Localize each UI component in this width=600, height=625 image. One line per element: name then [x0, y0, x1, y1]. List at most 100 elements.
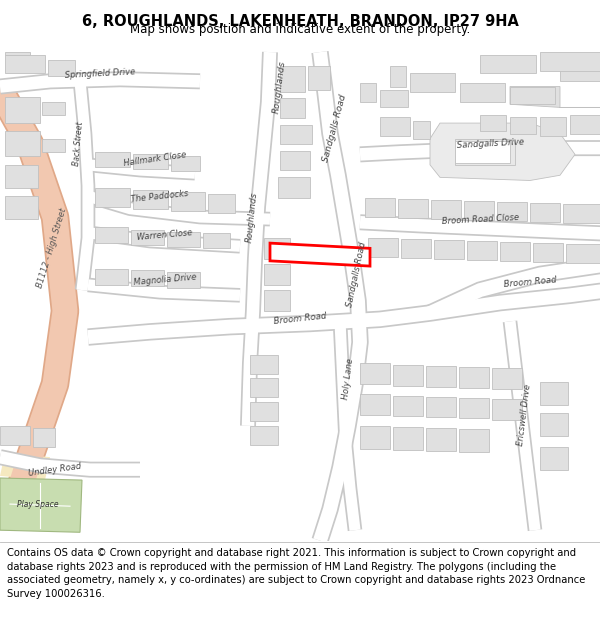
Polygon shape: [459, 429, 489, 452]
Polygon shape: [492, 399, 522, 419]
Polygon shape: [393, 365, 423, 386]
Text: Ericswell Drive: Ericswell Drive: [516, 384, 532, 447]
Polygon shape: [308, 66, 330, 89]
Polygon shape: [455, 141, 510, 162]
Text: Roughlands: Roughlands: [272, 59, 288, 114]
Polygon shape: [510, 117, 536, 134]
Polygon shape: [413, 121, 430, 139]
Polygon shape: [566, 244, 600, 263]
Polygon shape: [540, 117, 566, 136]
Polygon shape: [42, 139, 65, 152]
Polygon shape: [393, 427, 423, 450]
Polygon shape: [280, 66, 305, 92]
Text: Broom Road: Broom Road: [273, 311, 327, 326]
Polygon shape: [510, 86, 600, 108]
Polygon shape: [95, 152, 130, 167]
Polygon shape: [430, 123, 575, 181]
Polygon shape: [360, 363, 390, 384]
Polygon shape: [264, 264, 290, 285]
Polygon shape: [133, 154, 168, 169]
Text: B1112 - High Street: B1112 - High Street: [35, 208, 68, 289]
Text: Springfield Drive: Springfield Drive: [65, 68, 136, 81]
Polygon shape: [410, 73, 455, 92]
Polygon shape: [434, 240, 464, 259]
Polygon shape: [5, 131, 40, 156]
Polygon shape: [398, 199, 428, 218]
Text: Undley Road: Undley Road: [28, 461, 82, 478]
Polygon shape: [278, 177, 310, 198]
Polygon shape: [460, 83, 505, 102]
Polygon shape: [5, 55, 45, 73]
Polygon shape: [133, 190, 168, 209]
Polygon shape: [131, 270, 164, 286]
Polygon shape: [5, 97, 40, 123]
Polygon shape: [360, 394, 390, 416]
Polygon shape: [208, 194, 235, 213]
Text: Sandgalls Drive: Sandgalls Drive: [456, 138, 524, 150]
Polygon shape: [131, 229, 164, 245]
Polygon shape: [431, 201, 461, 219]
Polygon shape: [250, 426, 278, 444]
Polygon shape: [365, 198, 395, 217]
Polygon shape: [167, 272, 200, 288]
Text: The Paddocks: The Paddocks: [131, 189, 190, 204]
Polygon shape: [95, 188, 130, 207]
Polygon shape: [95, 228, 128, 243]
Text: Contains OS data © Crown copyright and database right 2021. This information is : Contains OS data © Crown copyright and d…: [7, 548, 586, 599]
Polygon shape: [33, 428, 55, 447]
Polygon shape: [467, 241, 497, 260]
Text: Sandgalls Road: Sandgalls Road: [322, 94, 349, 163]
Polygon shape: [455, 139, 515, 165]
Text: Warren Close: Warren Close: [137, 228, 193, 242]
Polygon shape: [540, 52, 600, 71]
Polygon shape: [540, 413, 568, 436]
Polygon shape: [250, 378, 278, 397]
Polygon shape: [459, 368, 489, 388]
Text: Magnolia Drive: Magnolia Drive: [133, 272, 197, 287]
Polygon shape: [280, 98, 305, 118]
Polygon shape: [264, 290, 290, 311]
Polygon shape: [368, 238, 398, 257]
Text: Play Space: Play Space: [17, 499, 59, 509]
Polygon shape: [0, 426, 30, 444]
Text: Roughlands: Roughlands: [245, 191, 259, 242]
Polygon shape: [480, 55, 536, 73]
Polygon shape: [270, 243, 370, 266]
Text: 6, ROUGHLANDS, LAKENHEATH, BRANDON, IP27 9HA: 6, ROUGHLANDS, LAKENHEATH, BRANDON, IP27…: [82, 14, 518, 29]
Text: Broom Road: Broom Road: [503, 275, 557, 289]
Polygon shape: [510, 86, 555, 104]
Polygon shape: [171, 192, 205, 211]
Polygon shape: [533, 243, 563, 262]
Text: Broom Road Close: Broom Road Close: [441, 213, 519, 226]
Polygon shape: [250, 402, 278, 421]
Text: Hallmark Close: Hallmark Close: [123, 151, 187, 169]
Polygon shape: [203, 232, 230, 248]
Polygon shape: [280, 151, 310, 170]
Polygon shape: [167, 232, 200, 248]
Polygon shape: [171, 156, 200, 171]
Polygon shape: [5, 52, 30, 55]
Polygon shape: [401, 239, 431, 258]
Polygon shape: [360, 83, 376, 102]
Polygon shape: [264, 238, 290, 259]
Polygon shape: [459, 398, 489, 419]
Polygon shape: [95, 269, 128, 285]
Text: Map shows position and indicative extent of the property.: Map shows position and indicative extent…: [130, 23, 470, 36]
Polygon shape: [360, 426, 390, 449]
Polygon shape: [530, 204, 560, 222]
Polygon shape: [426, 366, 456, 387]
Polygon shape: [540, 447, 568, 469]
Polygon shape: [390, 66, 406, 86]
Polygon shape: [393, 396, 423, 416]
Polygon shape: [5, 165, 38, 188]
Polygon shape: [280, 125, 312, 144]
Polygon shape: [500, 242, 530, 261]
Polygon shape: [492, 368, 522, 389]
Polygon shape: [560, 61, 600, 81]
Polygon shape: [380, 117, 410, 136]
Polygon shape: [250, 355, 278, 374]
Text: Sandgalls Road: Sandgalls Road: [346, 241, 368, 308]
Polygon shape: [540, 382, 568, 405]
Polygon shape: [0, 453, 50, 480]
Polygon shape: [563, 204, 600, 223]
